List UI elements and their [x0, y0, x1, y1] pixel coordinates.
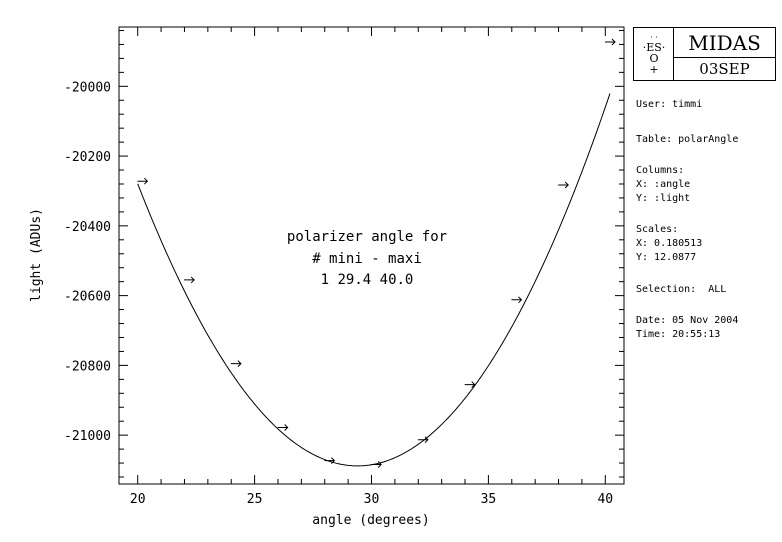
plot-area: 20 25 30 35 40 -21000 -20800 -20600 -20400 -20200…	[29, 26, 625, 528]
x-tick-label: 25	[247, 492, 263, 507]
info-table: Table: polarAngle	[636, 134, 739, 145]
midas-logo: · · ·ES· O + MIDAS 03SEP	[633, 27, 776, 81]
info-scales-label: Scales:	[636, 224, 679, 235]
data-point	[137, 177, 149, 185]
info-user: User: timmi	[636, 99, 703, 110]
data-point	[371, 461, 382, 468]
eso-dots: · ·	[650, 33, 658, 42]
axis-ticks	[119, 27, 624, 484]
info-column-x: X: :angle	[636, 179, 691, 190]
data-point	[464, 381, 476, 388]
midas-version: 03SEP	[699, 60, 750, 78]
x-tick-label: 20	[130, 492, 146, 507]
data-points	[137, 38, 616, 468]
data-point	[511, 296, 523, 304]
y-tick-label: -20000	[64, 80, 111, 95]
y-tick-label: -20600	[64, 290, 111, 305]
info-column-y: Y: :light	[636, 193, 691, 204]
annotation-line-2: # mini - maxi	[312, 251, 422, 267]
info-scale-y: Y: 12.0877	[636, 252, 697, 263]
x-tick-label: 35	[481, 492, 497, 507]
x-tick-label: 40	[597, 492, 613, 507]
data-point	[184, 276, 195, 284]
info-columns-label: Columns:	[636, 165, 685, 176]
y-tick-label: -20200	[64, 150, 111, 165]
midas-title: MIDAS	[674, 28, 775, 58]
axis-tick-labels: 20 25 30 35 40 -21000 -20800 -20600 -20400 -20200…	[64, 80, 613, 507]
eso-plus: +	[649, 63, 659, 76]
annotation-line-1: polarizer angle for	[287, 229, 447, 245]
x-tick-label: 30	[364, 492, 380, 507]
eso-text: ·ES·	[642, 41, 666, 54]
data-point	[324, 457, 336, 464]
info-time: Time: 20:55:13	[636, 329, 721, 340]
info-date: Date: 05 Nov 2004	[636, 315, 739, 326]
eso-o: O	[649, 52, 659, 65]
x-axis-label: angle (degrees)	[312, 513, 429, 528]
y-tick-label: -20400	[64, 220, 111, 235]
y-tick-label: -21000	[64, 429, 111, 444]
data-point	[558, 181, 569, 189]
info-selection: Selection: ALL	[636, 284, 727, 295]
annotation-line-3: 1 29.4 40.0	[321, 272, 414, 288]
data-point	[277, 424, 289, 431]
eso-logo: · · ·ES· O +	[634, 28, 674, 80]
y-axis-label: light (ADUs)	[29, 208, 44, 302]
data-point	[604, 38, 616, 46]
info-scale-x: X: 0.180513	[636, 238, 703, 249]
data-point	[230, 360, 242, 367]
data-point	[417, 436, 429, 444]
y-tick-label: -20800	[64, 359, 111, 374]
